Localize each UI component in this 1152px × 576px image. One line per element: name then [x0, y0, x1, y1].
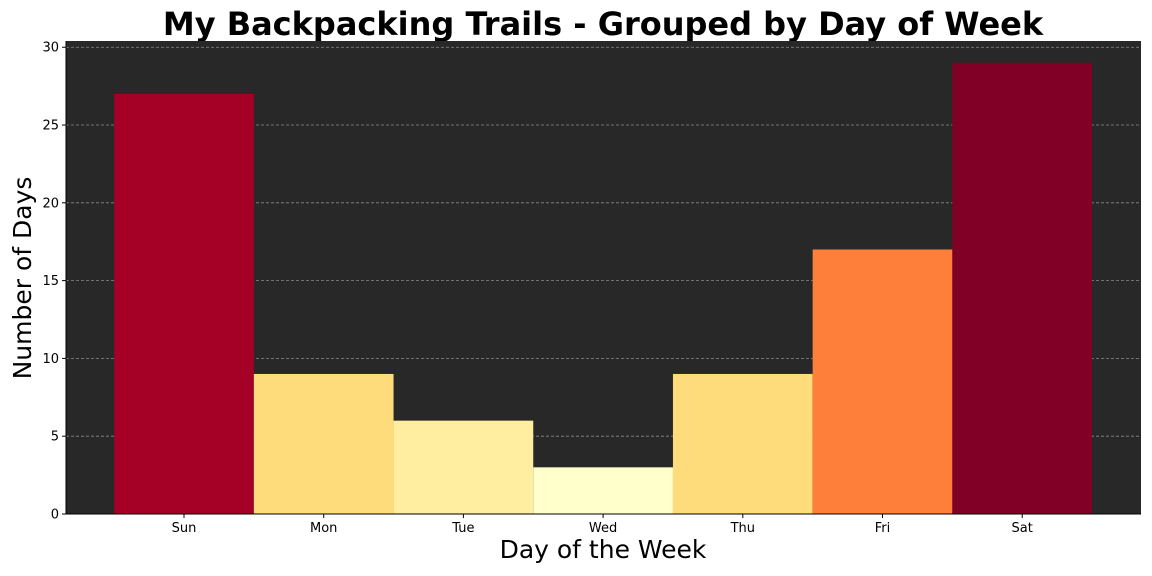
x-tick-label: Sun — [172, 521, 197, 536]
x-tick-label: Mon — [310, 521, 337, 536]
y-tick-label: 15 — [42, 274, 59, 289]
x-tick-label: Tue — [451, 521, 474, 536]
y-tick-label: 25 — [42, 119, 59, 134]
y-tick-label: 0 — [51, 508, 59, 523]
x-tick-label: Fri — [875, 521, 891, 536]
y-tick-label: 10 — [42, 352, 59, 367]
y-tick-label: 5 — [51, 430, 59, 445]
chart-title: My Backpacking Trails - Grouped by Day o… — [163, 5, 1044, 43]
bar-sun — [114, 93, 254, 515]
x-tick-label: Sat — [1012, 521, 1033, 536]
bar-sat — [952, 62, 1093, 514]
bar-wed — [533, 467, 673, 514]
x-tick-label: Thu — [730, 521, 755, 536]
y-axis-label: Number of Days — [8, 177, 37, 380]
bars — [114, 62, 1093, 515]
y-ticks: 0 5 10 15 20 25 30 — [42, 41, 66, 523]
x-tick-label: Wed — [589, 521, 617, 536]
bar-tue — [393, 420, 534, 514]
y-tick-label: 30 — [42, 41, 59, 56]
y-tick-label: 20 — [42, 196, 59, 211]
bar-mon — [253, 373, 394, 514]
bar-thu — [672, 373, 813, 514]
x-ticks: Sun Mon Tue Wed Thu Fri Sat — [172, 514, 1033, 536]
x-axis-label: Day of the Week — [500, 535, 707, 564]
bar-fri — [812, 249, 953, 515]
